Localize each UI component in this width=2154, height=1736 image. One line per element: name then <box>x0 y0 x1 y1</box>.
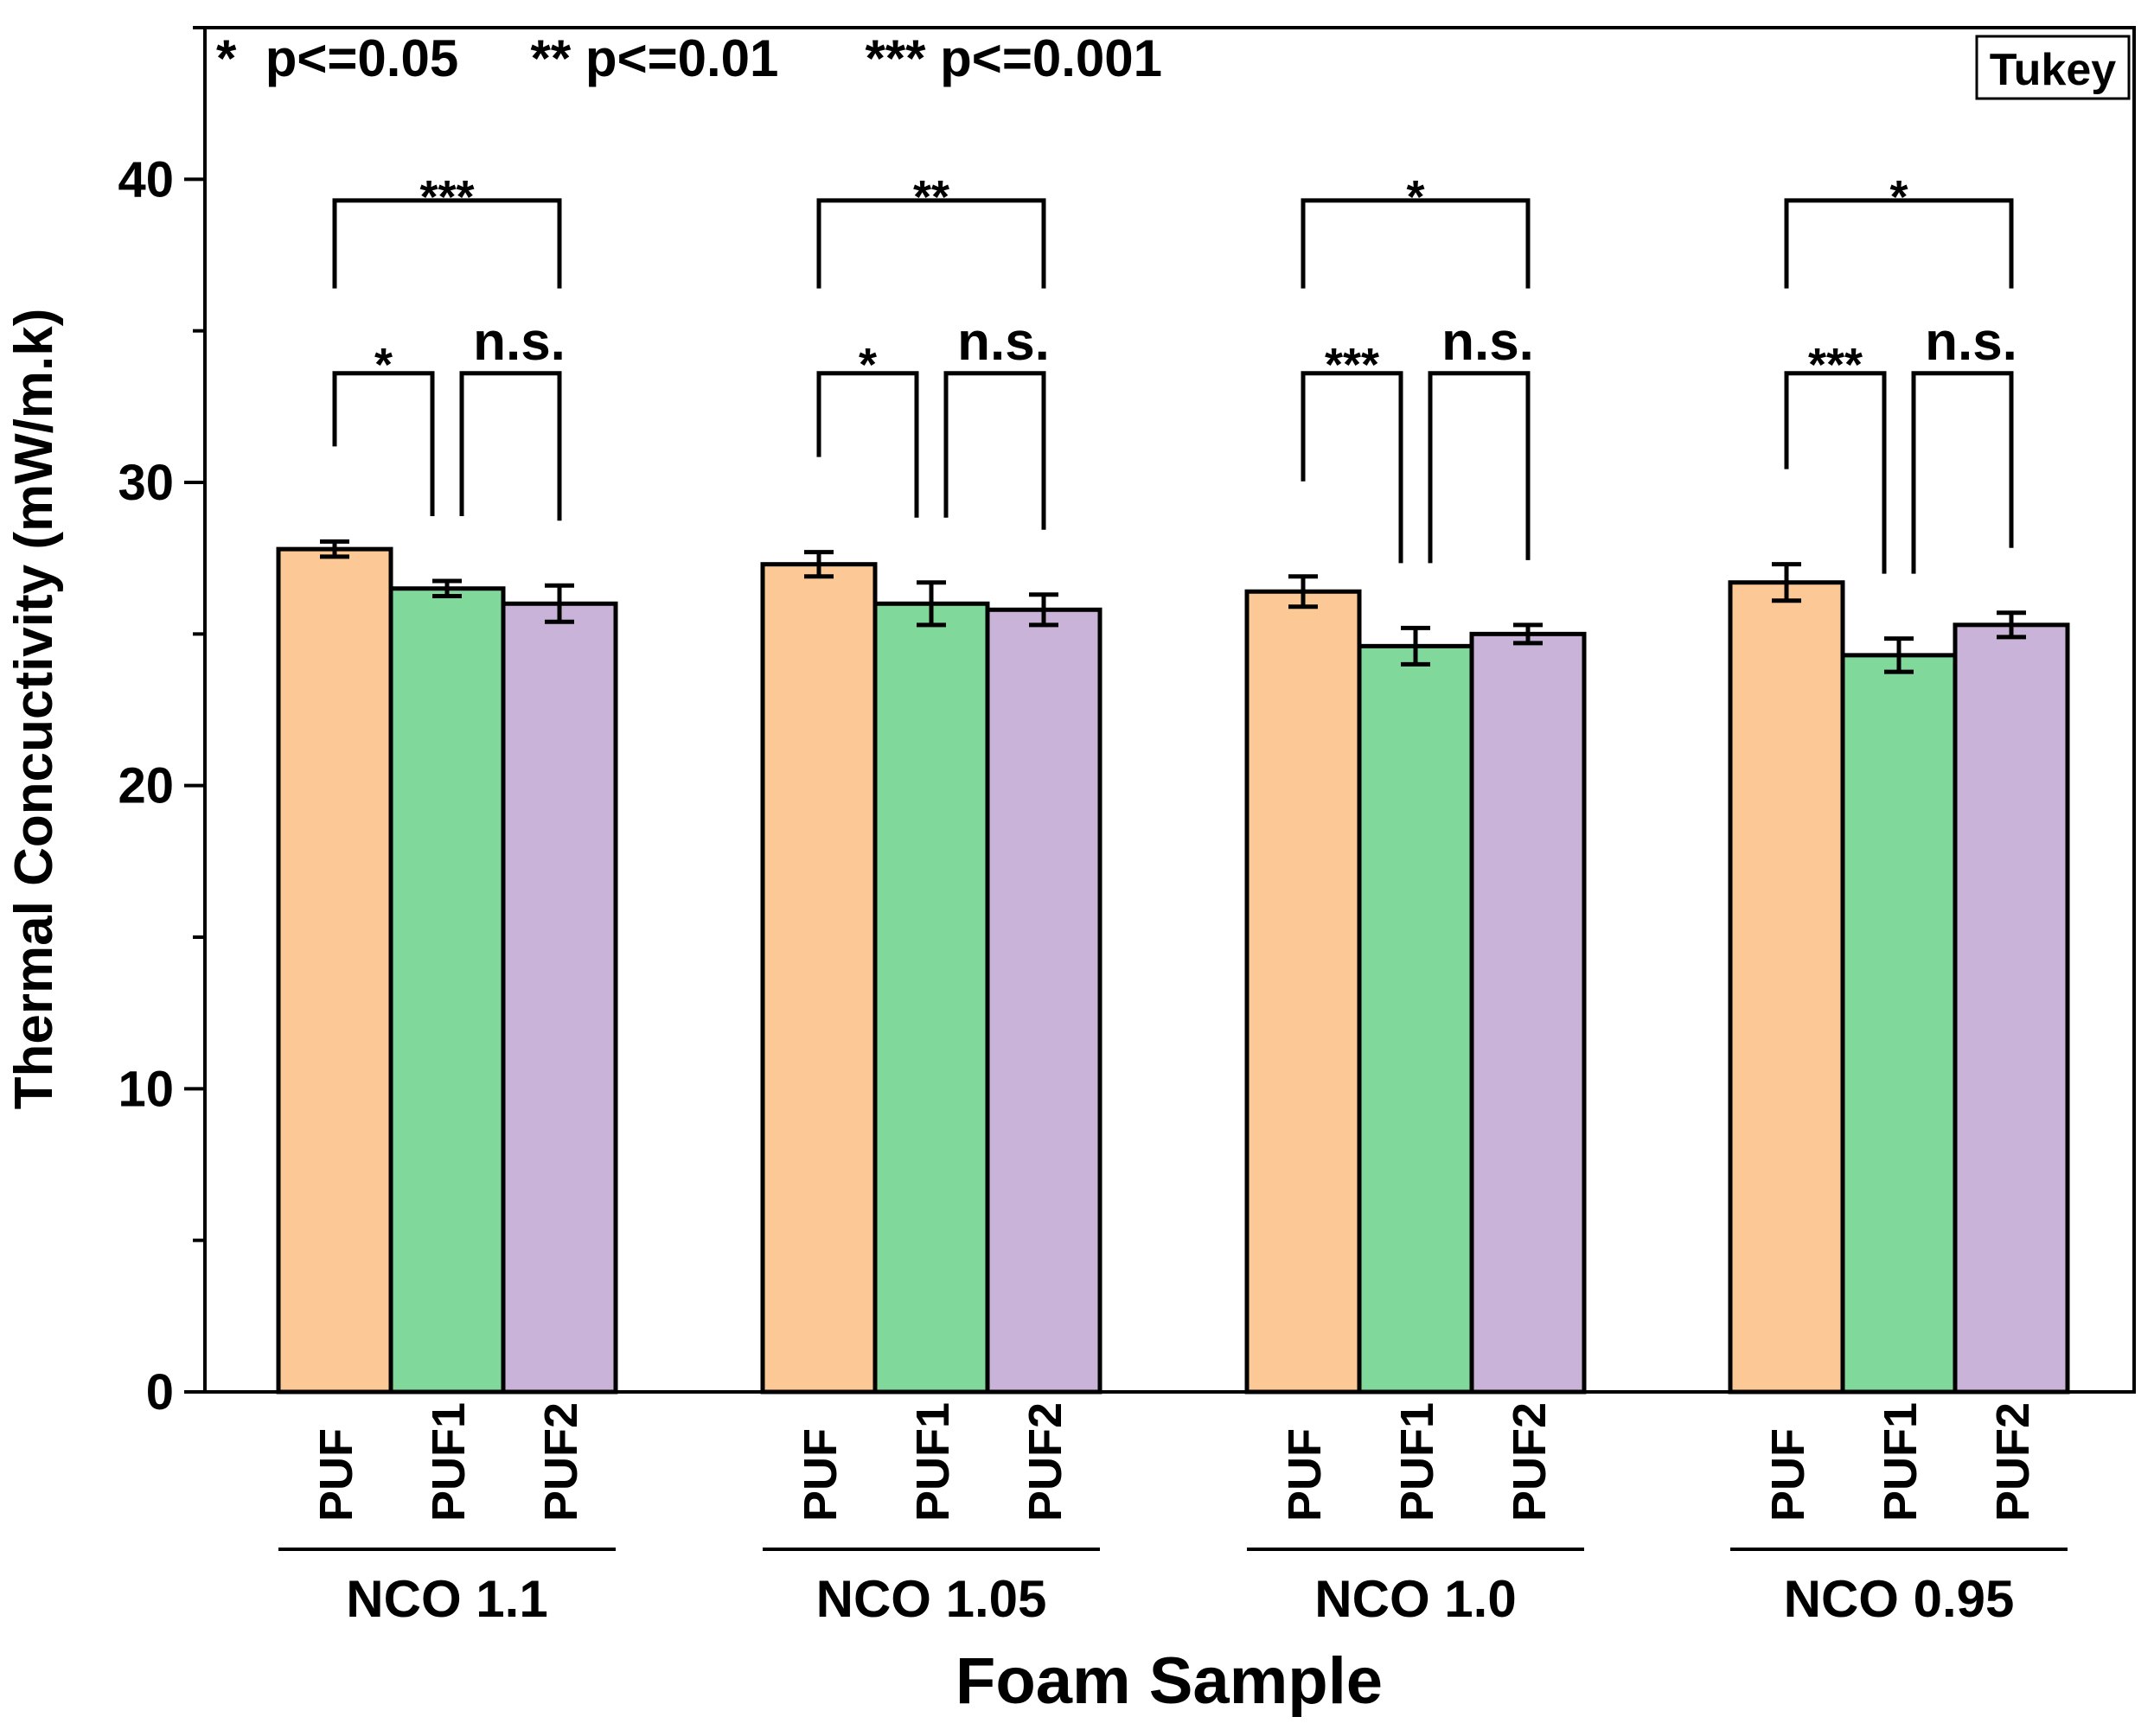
x-category-label: PUF <box>1279 1428 1331 1522</box>
significance-bracket-right <box>1911 371 2014 574</box>
significance-bracket-right <box>459 371 562 521</box>
y-tick-label: 0 <box>146 1364 174 1420</box>
bar-puf <box>1728 580 1845 1395</box>
significance-bracket-left <box>816 371 919 518</box>
significance-label-right: n.s. <box>1441 312 1534 372</box>
tukey-label: Tukey <box>1990 45 2117 95</box>
significance-label-right: n.s. <box>957 312 1050 372</box>
significance-bracket-left <box>1301 371 1403 564</box>
significance-bracket-left <box>332 371 435 516</box>
significance-bracket-outer <box>1784 198 2014 289</box>
significance-label-outer: ** <box>913 171 949 223</box>
significance-bracket-right <box>943 371 1046 530</box>
significance-bracket-outer <box>1301 198 1531 289</box>
group-label: NCO 0.95 <box>1784 1570 2015 1628</box>
bar-puf2 <box>985 607 1103 1395</box>
bar-puf2 <box>501 601 618 1395</box>
significance-label-left: * <box>859 339 877 391</box>
y-tick-label: 20 <box>118 758 174 814</box>
x-category-label: PUF1 <box>1391 1402 1443 1522</box>
bar-puf2 <box>1469 631 1587 1395</box>
x-category-label: PUF1 <box>1875 1402 1927 1522</box>
significance-label-left: *** <box>1808 339 1863 391</box>
bar-puf2 <box>1953 622 2070 1395</box>
x-category-label: PUF <box>1762 1428 1814 1522</box>
significance-label-outer: *** <box>419 171 474 223</box>
bar-puf1 <box>1357 643 1474 1395</box>
group-label: NCO 1.05 <box>816 1570 1047 1628</box>
x-category-label: PUF2 <box>1987 1402 2039 1522</box>
plot-frame <box>203 26 2136 1394</box>
bar-puf <box>760 562 878 1395</box>
x-category-label: PUF2 <box>1019 1402 1071 1522</box>
significance-bracket-left <box>1784 371 1887 574</box>
significance-label-outer: * <box>1406 171 1424 223</box>
x-category-label: PUF1 <box>907 1402 959 1522</box>
y-tick-label: 40 <box>118 151 174 207</box>
bar-puf1 <box>1840 653 1958 1395</box>
significance-bracket-outer <box>816 198 1046 289</box>
y-tick-label: 10 <box>118 1061 174 1117</box>
group-label: NCO 1.0 <box>1314 1570 1516 1628</box>
significance-label-left: *** <box>1325 339 1379 391</box>
x-category-label: PUF1 <box>423 1402 475 1522</box>
significance-legend: * p<=0.05 ** p<=0.01 *** p<=0.001 <box>216 29 1162 87</box>
x-category-label: PUF <box>795 1428 847 1522</box>
x-category-label: PUF2 <box>1504 1402 1556 1522</box>
tukey-box <box>1975 35 2131 100</box>
x-category-label: PUF <box>310 1428 362 1522</box>
significance-label-left: * <box>374 339 393 391</box>
significance-label-outer: * <box>1889 171 1908 223</box>
bar-puf <box>1244 589 1362 1395</box>
significance-label-right: n.s. <box>1925 312 2017 372</box>
bar-puf1 <box>388 586 506 1395</box>
bar-puf <box>276 546 393 1395</box>
x-category-label: PUF2 <box>535 1402 587 1522</box>
significance-label-right: n.s. <box>473 312 566 372</box>
bar-puf1 <box>872 601 990 1395</box>
significance-bracket-right <box>1428 371 1531 564</box>
group-label: NCO 1.1 <box>346 1570 547 1628</box>
y-tick-label: 30 <box>118 455 174 511</box>
x-axis-title: Foam Sample <box>956 1644 1383 1718</box>
y-axis-title: Thermal Concuctivity (mW/m.k) <box>4 309 64 1110</box>
significance-bracket-outer <box>332 198 562 289</box>
